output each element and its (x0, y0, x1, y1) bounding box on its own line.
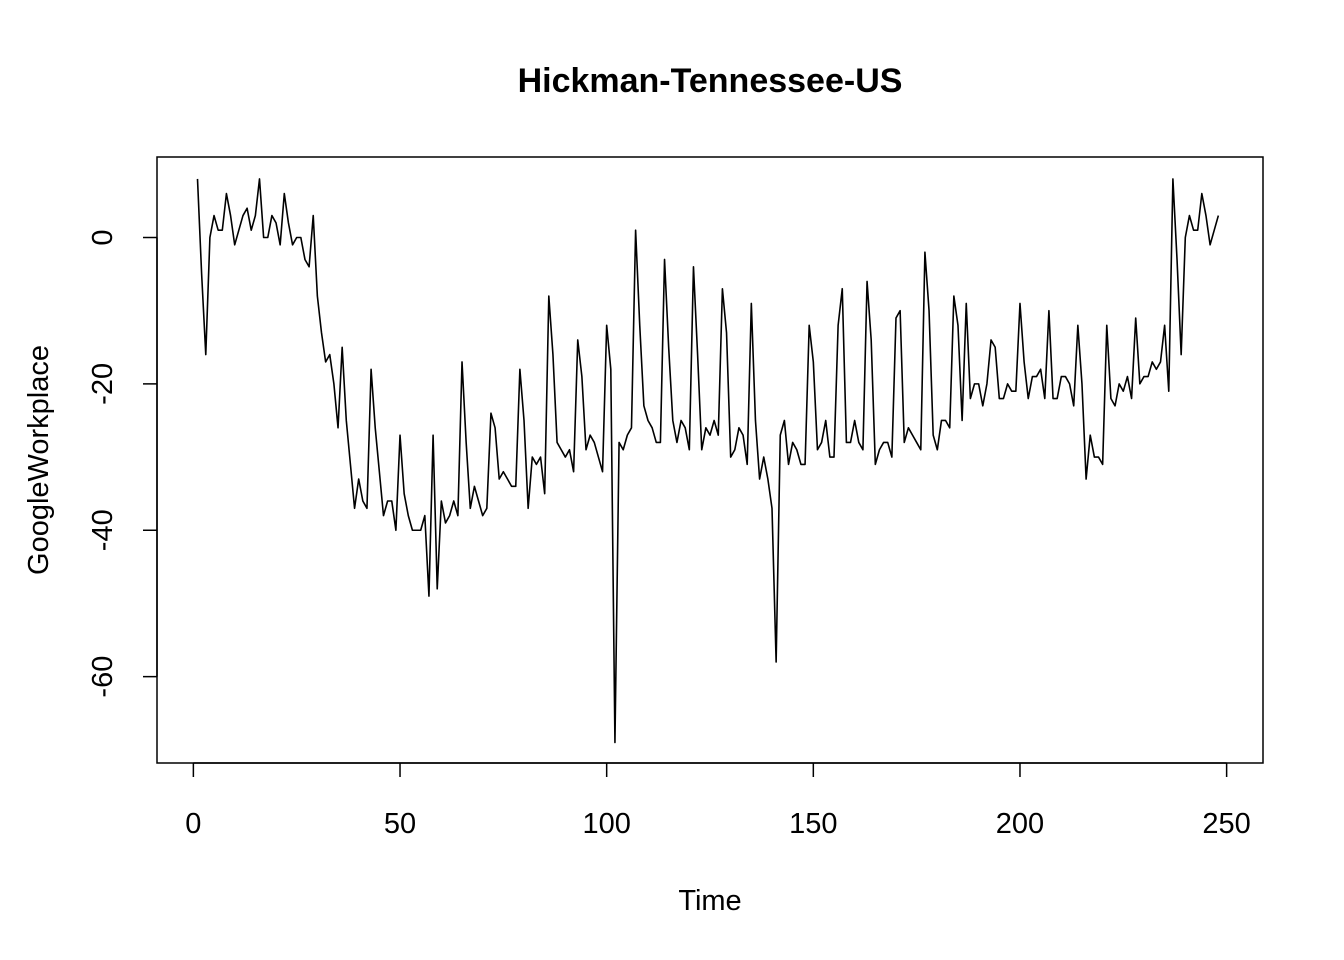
x-axis-label: Time (678, 885, 741, 917)
y-tick-label: -40 (87, 509, 119, 551)
series-line (196, 178, 1220, 744)
x-tick-label: 250 (1202, 808, 1250, 840)
x-tick-label: 200 (996, 808, 1044, 840)
y-axis: 0 -20 -40 -60 (87, 229, 158, 698)
x-tick-label: 100 (582, 808, 630, 840)
x-tick-label: 0 (185, 808, 201, 840)
x-tick-label: 50 (384, 808, 416, 840)
plot-frame (156, 156, 1264, 764)
y-tick-label: 0 (87, 229, 119, 245)
y-tick-label: -60 (87, 656, 119, 698)
chart-title: Hickman-Tennessee-US (518, 62, 903, 100)
y-axis-label: GoogleWorkplace (23, 345, 55, 575)
x-axis: 0 50 100 150 200 250 (185, 762, 1251, 840)
x-tick-label: 150 (789, 808, 837, 840)
y-tick-label: -20 (87, 363, 119, 405)
